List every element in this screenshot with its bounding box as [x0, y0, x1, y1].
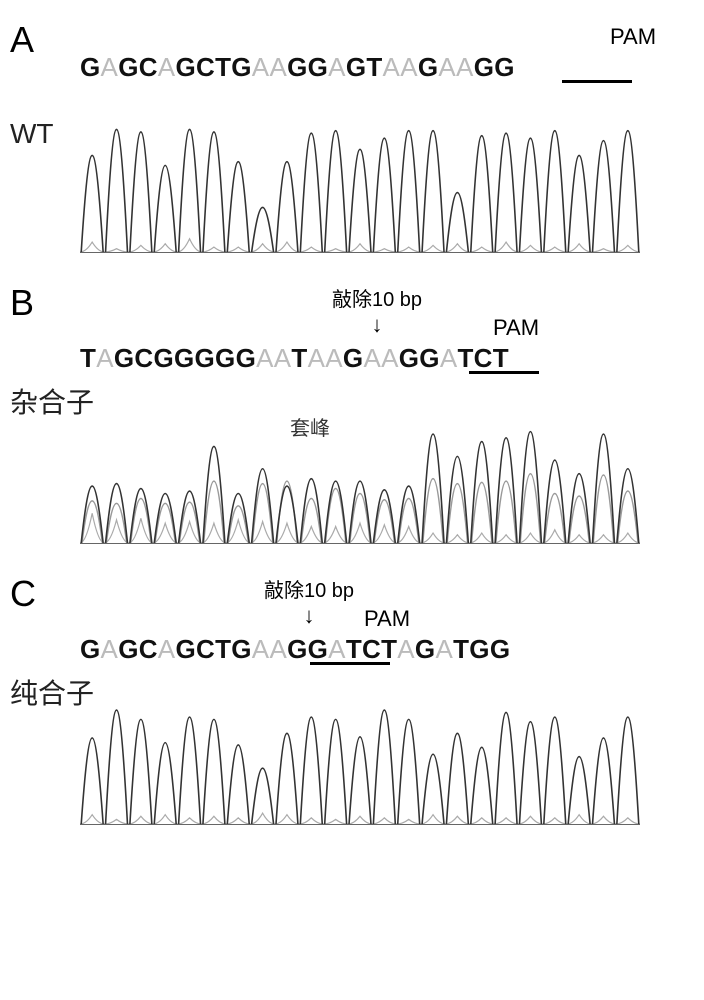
knockout-arrow-B: 敲除10 bp ↓ — [332, 283, 422, 336]
anno-top-C: 敲除10 bp ↓ PAM — [80, 574, 694, 634]
panel-C: C 纯合子 敲除10 bp ↓ PAM GAGCAGCTGAAGGATCTAGA… — [10, 574, 694, 825]
sequence-C: GAGCAGCTGAAGGATCTAGATGG — [80, 634, 694, 665]
panel-A: A WT PAM GAGCAGCTGAAGGAGTAAGAAGG — [10, 20, 694, 253]
anno-top-B: 敲除10 bp ↓ PAM — [80, 283, 694, 343]
panel-B: B 杂合子 敲除10 bp ↓ PAM TAGCGGGGGAATAAGAAGGA… — [10, 283, 694, 544]
sidecol-B: B 杂合子 — [10, 283, 80, 421]
knockout-text-C: 敲除10 bp — [264, 574, 354, 603]
panel-letter-C: C — [10, 576, 80, 612]
panel-letter-A: A — [10, 22, 80, 58]
chromatogram-A — [80, 87, 640, 253]
chromatogram-B: 套峰 — [80, 378, 640, 544]
chromatogram-C — [80, 669, 640, 825]
pam-underline-A — [562, 80, 632, 83]
down-arrow-icon: ↓ — [332, 314, 422, 336]
sidecol-C: C 纯合子 — [10, 574, 80, 712]
anno-top-A: PAM — [80, 20, 694, 52]
content-A: PAM GAGCAGCTGAAGGAGTAAGAAGG — [80, 20, 694, 253]
pam-label-B: PAM — [493, 315, 539, 341]
row-label-hom: 纯合子 — [10, 672, 80, 712]
content-B: 敲除10 bp ↓ PAM TAGCGGGGGAATAAGAAGGATCT 套峰 — [80, 283, 694, 544]
down-arrow-icon: ↓ — [264, 605, 354, 627]
knockout-text-B: 敲除10 bp — [332, 283, 422, 312]
knockout-arrow-C: 敲除10 bp ↓ — [264, 574, 354, 627]
pam-underline-C — [310, 662, 390, 665]
sidecol-A: A WT — [10, 20, 80, 150]
row-label-WT: WT — [10, 118, 80, 150]
pam-label-A: PAM — [610, 24, 656, 50]
figure-root: A WT PAM GAGCAGCTGAAGGAGTAAGAAGG B 杂合子 敲… — [10, 20, 694, 825]
sequence-B: TAGCGGGGGAATAAGAAGGATCT — [80, 343, 694, 374]
content-C: 敲除10 bp ↓ PAM GAGCAGCTGAAGGATCTAGATGG — [80, 574, 694, 825]
pam-underline-B — [469, 371, 539, 374]
sequence-A: GAGCAGCTGAAGGAGTAAGAAGG — [80, 52, 694, 83]
pam-label-C: PAM — [364, 606, 410, 632]
row-label-het: 杂合子 — [10, 381, 80, 421]
overlap-peaks-label: 套峰 — [290, 412, 330, 441]
panel-letter-B: B — [10, 285, 80, 321]
